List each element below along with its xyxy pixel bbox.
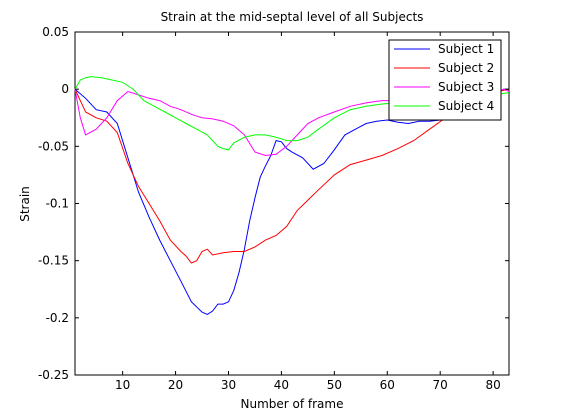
chart-title: Strain at the mid-septal level of all Su… bbox=[161, 10, 424, 24]
tick-layer: 10 20 30 40 50 60 70 80 -0.25 -0.2 -0.15 -0.1 -0.05 0… bbox=[38, 25, 509, 392]
x-tick-label: 50 bbox=[327, 378, 342, 392]
x-tick-label: 60 bbox=[380, 378, 395, 392]
legend-label-4: Subject 4 bbox=[438, 99, 494, 113]
y-tick-label: 0 bbox=[61, 82, 69, 96]
legend-label-3: Subject 3 bbox=[438, 80, 494, 94]
x-tick-label: 20 bbox=[168, 378, 183, 392]
y-tick-label: -0.05 bbox=[38, 139, 69, 153]
series-layer bbox=[74, 76, 510, 315]
y-tick-label: -0.2 bbox=[46, 311, 69, 325]
y-axis-label: Strain bbox=[18, 186, 32, 222]
legend-label-2: Subject 2 bbox=[438, 61, 494, 75]
legend-box bbox=[388, 39, 502, 121]
y-tick-label: -0.25 bbox=[38, 368, 69, 382]
x-tick-label: 40 bbox=[274, 378, 289, 392]
x-tick-label: 30 bbox=[221, 378, 236, 392]
legend: Subject 1 Subject 2 Subject 3 Subject 4 bbox=[388, 39, 502, 121]
series-line-2 bbox=[74, 88, 510, 264]
legend-label-1: Subject 1 bbox=[438, 42, 494, 56]
x-axis-label: Number of frame bbox=[241, 397, 344, 411]
x-tick-label: 80 bbox=[485, 378, 500, 392]
series-line-1 bbox=[74, 88, 509, 315]
x-tick-label: 10 bbox=[115, 378, 130, 392]
legend-entries: Subject 1 Subject 2 Subject 3 Subject 4 bbox=[394, 42, 494, 113]
y-tick-label: -0.15 bbox=[38, 254, 69, 268]
y-tick-label: 0.05 bbox=[42, 25, 69, 39]
x-tick-label: 70 bbox=[433, 378, 448, 392]
y-tick-label: -0.1 bbox=[46, 197, 69, 211]
